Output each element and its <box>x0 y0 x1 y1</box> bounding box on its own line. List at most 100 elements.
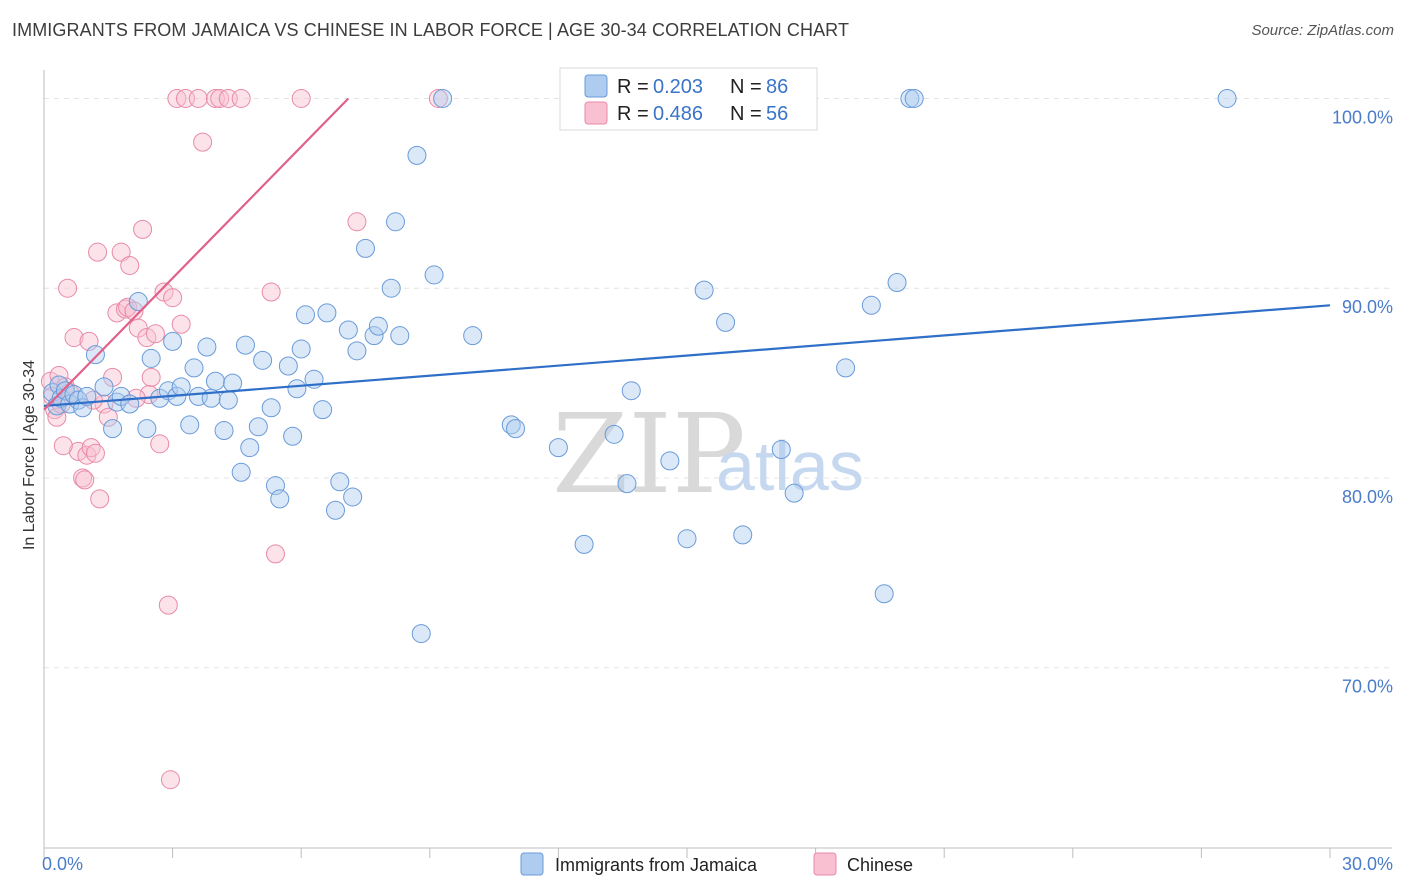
source-label: Source: ZipAtlas.com <box>1251 22 1394 39</box>
chinese-point <box>133 219 153 239</box>
bottom-legend-label-jamaica: Immigrants from Jamaica <box>555 855 758 875</box>
series-chinese-points <box>40 88 448 790</box>
bottom-legend-swatch-jamaica <box>520 852 544 876</box>
chinese-point <box>85 443 105 463</box>
jamaica-point <box>338 320 358 340</box>
chinese-point <box>231 88 251 108</box>
jamaica-point <box>295 305 315 325</box>
jamaica-point <box>231 462 251 482</box>
chinese-point <box>171 314 191 334</box>
jamaica-point <box>141 348 161 368</box>
jamaica-point <box>291 339 311 359</box>
jamaica-point <box>240 438 260 458</box>
jamaica-point <box>317 303 337 323</box>
y-axis-label: In Labor Force | Age 30-34 <box>21 360 38 550</box>
jamaica-point <box>407 145 427 165</box>
legend-n-value-2: 56 <box>766 103 788 125</box>
jamaica-point <box>771 440 791 460</box>
bottom-legend: Immigrants from Jamaica Chinese <box>520 852 913 876</box>
jamaica-point <box>287 379 307 399</box>
jamaica-point <box>716 312 736 332</box>
chinese-point <box>150 434 170 454</box>
chinese-point <box>261 282 281 302</box>
jamaica-point <box>861 295 881 315</box>
jamaica-point <box>180 415 200 435</box>
jamaica-point <box>424 265 444 285</box>
chinese-point <box>265 544 285 564</box>
legend-swatch-chinese <box>584 101 608 125</box>
jamaica-point <box>677 529 697 549</box>
jamaica-point <box>163 331 183 351</box>
jamaica-point <box>1217 88 1237 108</box>
jamaica-trend-line <box>43 304 1331 407</box>
jamaica-point <box>887 273 907 293</box>
chinese-point <box>98 407 118 427</box>
chinese-point <box>83 390 103 410</box>
legend-n-label-2: N = <box>730 103 762 125</box>
jamaica-point <box>184 358 204 378</box>
jamaica-point <box>621 381 641 401</box>
jamaica-point <box>368 316 388 336</box>
y-tick-label: 90.0% <box>1342 297 1393 317</box>
bottom-legend-swatch-chinese <box>813 852 837 876</box>
jamaica-point <box>411 624 431 644</box>
jamaica-point <box>205 371 225 391</box>
jamaica-point <box>343 487 363 507</box>
jamaica-point <box>330 472 350 492</box>
top-legend: R = 0.203 N = 86 R = 0.486 N = 56 <box>559 67 818 131</box>
axes <box>43 70 1392 858</box>
jamaica-point <box>278 356 298 376</box>
chinese-point <box>163 288 183 308</box>
jamaica-point <box>223 373 243 393</box>
jamaica-point <box>390 326 410 346</box>
legend-swatch-jamaica <box>584 74 608 98</box>
jamaica-point <box>103 419 123 439</box>
chinese-point <box>291 88 311 108</box>
grid-lines <box>44 97 1390 669</box>
jamaica-point <box>784 483 804 503</box>
jamaica-point <box>94 377 114 397</box>
jamaica-point <box>347 341 367 361</box>
jamaica-point <box>874 584 894 604</box>
legend-r-value-2: 0.486 <box>653 103 703 125</box>
chinese-point <box>53 436 73 456</box>
jamaica-point <box>171 377 191 397</box>
jamaica-point <box>574 534 594 554</box>
chinese-trend-line <box>43 97 350 411</box>
jamaica-point <box>218 390 238 410</box>
jamaica-point <box>77 386 97 406</box>
jamaica-point <box>137 419 157 439</box>
watermark: ZIP atlas <box>552 390 864 518</box>
chinese-point <box>90 489 110 509</box>
jamaica-point <box>356 238 375 258</box>
chinese-point <box>347 212 367 232</box>
y-tick-label: 70.0% <box>1342 677 1393 697</box>
chinese-point <box>188 88 208 108</box>
y-tick-labels: 100.0% 90.0% 80.0% 70.0% <box>1332 107 1393 696</box>
chinese-point <box>193 132 213 152</box>
jamaica-point <box>197 337 217 357</box>
jamaica-point <box>660 451 680 471</box>
chinese-point <box>158 595 178 615</box>
jamaica-point <box>128 292 148 312</box>
jamaica-point <box>283 426 303 446</box>
chinese-point <box>145 324 165 344</box>
trend-lines <box>43 97 1331 411</box>
x-tick-label: 0.0% <box>42 854 83 874</box>
jamaica-point <box>325 500 345 520</box>
y-tick-label: 100.0% <box>1332 107 1393 127</box>
jamaica-point <box>463 326 483 346</box>
jamaica-point <box>506 419 526 439</box>
jamaica-point <box>364 326 384 346</box>
legend-n-label-1: N = <box>730 76 762 98</box>
jamaica-point <box>900 88 920 108</box>
jamaica-point <box>235 335 255 355</box>
jamaica-point <box>433 88 453 108</box>
jamaica-point <box>904 88 924 108</box>
chinese-point <box>111 242 131 262</box>
x-tick-labels: 0.0% 30.0% <box>42 854 1393 874</box>
jamaica-point <box>261 398 281 418</box>
jamaica-point <box>733 525 753 545</box>
jamaica-point <box>836 358 856 378</box>
jamaica-point <box>270 489 290 509</box>
